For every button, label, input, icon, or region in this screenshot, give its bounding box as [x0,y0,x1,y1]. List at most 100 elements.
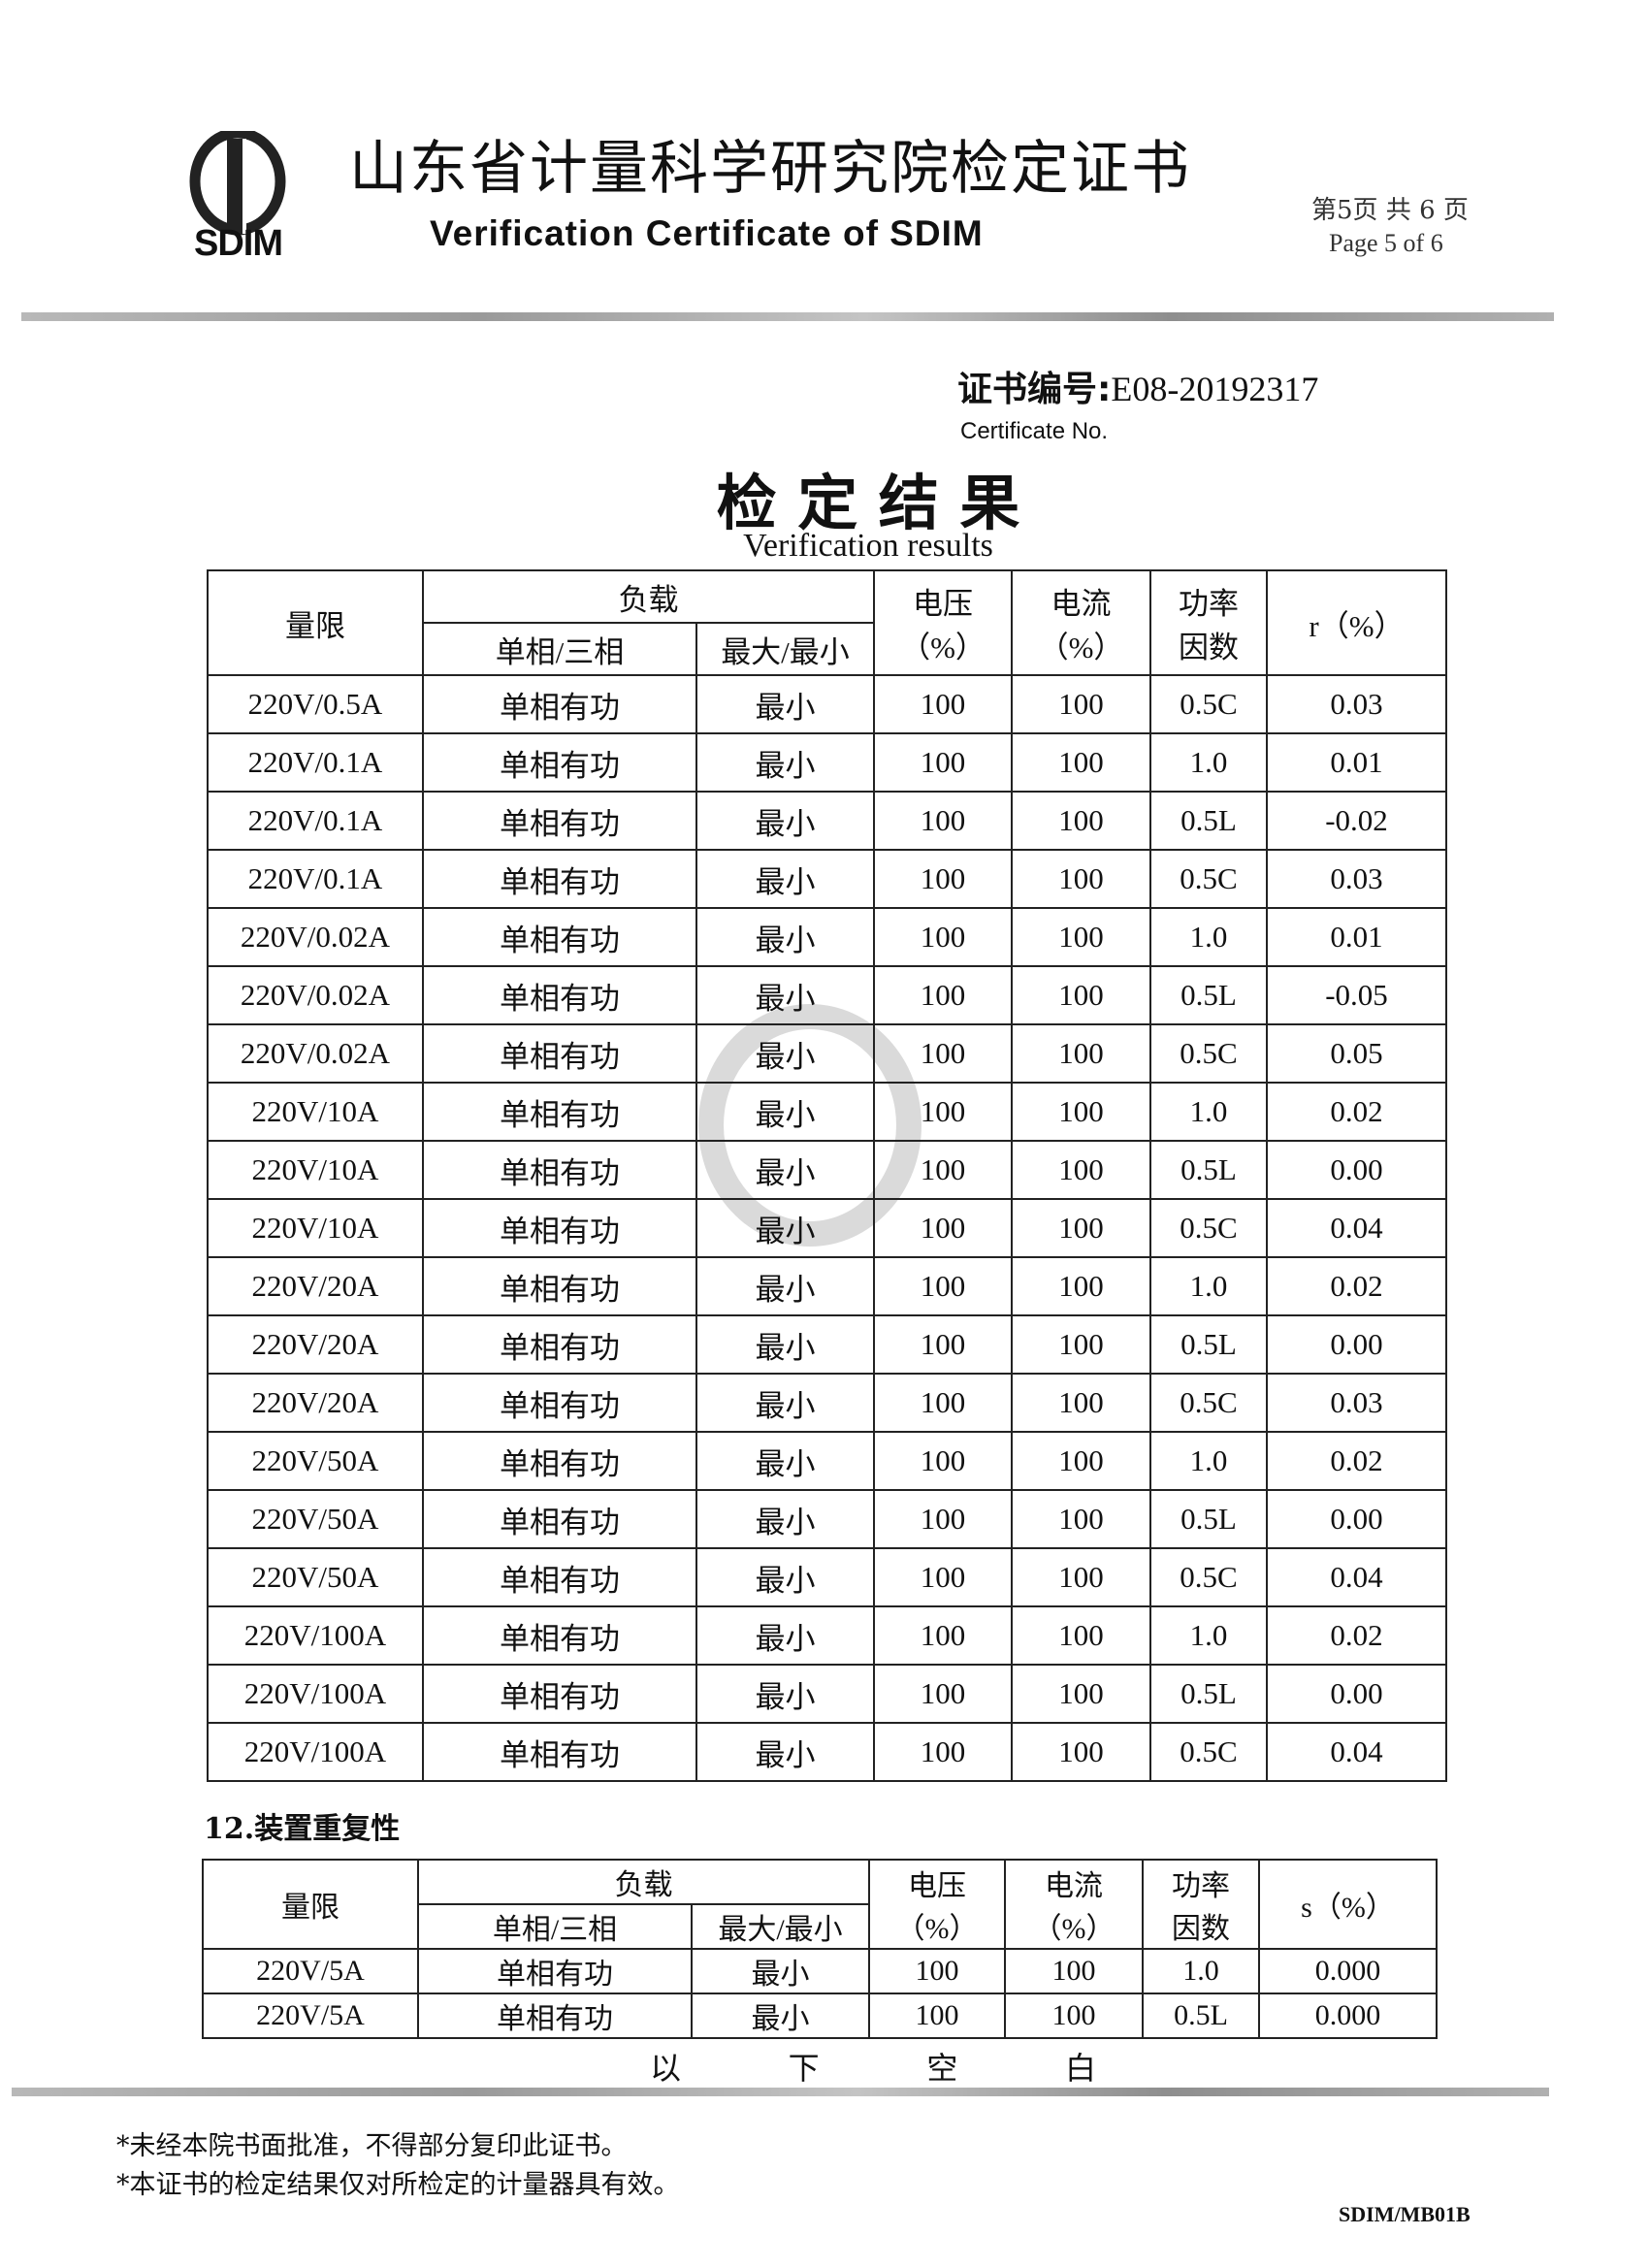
cell-maxmin: 最小 [695,907,875,967]
cell-voltage: 100 [873,1489,1013,1549]
cell-phase: 单相有功 [422,1664,697,1724]
table-row: 220V/50A 单相有功 最小 100 100 0.5C 0.04 [207,1547,1447,1607]
cell-range: 220V/20A [207,1256,424,1316]
note-2: *本证书的检定结果仅对所检定的计量器具有效。 [116,2170,680,2200]
header-voltage: 电压 （%） [868,1859,1006,1950]
table-row: 220V/0.02A 单相有功 最小 100 100 1.0 0.01 [207,907,1447,967]
page-en: Page 5 of 6 [1329,229,1443,257]
cell-phase: 单相有功 [422,1198,697,1258]
note-1: *未经本院书面批准，不得部分复印此证书。 [116,2131,628,2161]
footer-divider [12,2088,1549,2096]
section-title-cn: 检 定 结 果 [716,468,1020,538]
cell-current: 100 [1011,907,1151,967]
cell-power-factor: 0.5C [1149,674,1268,734]
header-range: 量限 [207,569,424,676]
certificate-number-value: E08-20192317 [1111,370,1319,408]
cell-maxmin: 最小 [695,1489,875,1549]
cell-range: 220V/0.1A [207,849,424,909]
table-row: 220V/20A 单相有功 最小 100 100 1.0 0.02 [207,1256,1447,1316]
cell-maxmin: 最小 [695,1256,875,1316]
cell-power-factor: 0.5C [1149,1373,1268,1433]
cell-current: 100 [1011,1373,1151,1433]
cell-current: 100 [1011,1198,1151,1258]
cell-range: 220V/0.5A [207,674,424,734]
blank-below-marker: 以 下 空 白 [650,2044,1096,2089]
cell-voltage: 100 [873,1664,1013,1724]
cell-maxmin: 最小 [695,1082,875,1142]
cell-current: 100 [1011,1664,1151,1724]
cell-maxmin: 最小 [695,674,875,734]
cell-voltage: 100 [873,791,1013,851]
table-row: 220V/0.1A 单相有功 最小 100 100 0.5L -0.02 [207,791,1447,851]
cell-maxmin: 最小 [695,1431,875,1491]
cell-range: 220V/20A [207,1373,424,1433]
blank-char: 空 [926,2050,958,2087]
cell-range: 220V/20A [207,1314,424,1375]
cell-range: 220V/0.1A [207,791,424,851]
cell-phase: 单相有功 [422,965,697,1025]
cell-result: 0.02 [1266,1256,1447,1316]
cell-maxmin: 最小 [695,1664,875,1724]
cell-power-factor: 1.0 [1149,1082,1268,1142]
table-row: 220V/0.02A 单相有功 最小 100 100 0.5L -0.05 [207,965,1447,1025]
cell-voltage: 100 [873,1547,1013,1607]
cell-maxmin: 最小 [695,1373,875,1433]
cell-range: 220V/5A [202,1948,419,1994]
cell-current: 100 [1011,1722,1151,1782]
table-row: 220V/20A 单相有功 最小 100 100 0.5C 0.03 [207,1373,1447,1433]
verification-results-table: 量限 负载 电压 （%） 电流 （%） 功率 因数 r（%） 单相/三相 最大/… [207,569,1447,1782]
cell-current: 100 [1011,1605,1151,1666]
table-row: 220V/5A 单相有功 最小 100 100 1.0 0.000 [202,1948,1438,1994]
cell-voltage: 100 [873,1722,1013,1782]
cell-power-factor: 1.0 [1149,1605,1268,1666]
cell-current: 100 [1011,849,1151,909]
cell-maxmin: 最小 [695,1722,875,1782]
table-row: 220V/100A 单相有功 最小 100 100 0.5L 0.00 [207,1664,1447,1724]
cell-voltage: 100 [873,907,1013,967]
table-row: 220V/0.1A 单相有功 最小 100 100 1.0 0.01 [207,732,1447,793]
cell-result: 0.00 [1266,1314,1447,1375]
cell-voltage: 100 [873,1198,1013,1258]
cell-power-factor: 0.5C [1149,1547,1268,1607]
cell-power-factor: 1.0 [1149,732,1268,793]
table-row: 220V/10A 单相有功 最小 100 100 0.5C 0.04 [207,1198,1447,1258]
cell-result: -0.02 [1266,791,1447,851]
cell-range: 220V/0.02A [207,1023,424,1084]
blank-char: 以 [650,2050,682,2087]
cell-phase: 单相有功 [422,849,697,909]
header-load: 负载 [422,569,875,624]
table-row: 220V/100A 单相有功 最小 100 100 1.0 0.02 [207,1605,1447,1666]
cell-range: 220V/50A [207,1489,424,1549]
cell-maxmin: 最小 [691,1948,870,1994]
cell-power-factor: 0.5C [1149,849,1268,909]
cell-range: 220V/50A [207,1431,424,1491]
sdim-logo: SDIM [182,127,294,264]
table-row: 220V/100A 单相有功 最小 100 100 0.5C 0.04 [207,1722,1447,1782]
cell-current: 100 [1011,732,1151,793]
cell-current: 100 [1011,1314,1151,1375]
cell-maxmin: 最小 [691,1993,870,2039]
cell-current: 100 [1011,1489,1151,1549]
cell-result: 0.00 [1266,1140,1447,1200]
cell-phase: 单相有功 [422,1314,697,1375]
cell-power-factor: 0.5L [1149,965,1268,1025]
certificate-number-label-en: Certificate No. [960,418,1109,444]
cell-voltage: 100 [873,849,1013,909]
cell-result: -0.05 [1266,965,1447,1025]
cell-result: 0.04 [1266,1547,1447,1607]
cell-phase: 单相有功 [422,1082,697,1142]
cell-maxmin: 最小 [695,1140,875,1200]
cell-range: 220V/0.1A [207,732,424,793]
cell-power-factor: 1.0 [1149,1431,1268,1491]
table-row: 220V/10A 单相有功 最小 100 100 1.0 0.02 [207,1082,1447,1142]
cell-result: 0.00 [1266,1664,1447,1724]
cell-voltage: 100 [873,1082,1013,1142]
page-cn: 第5页 共 6 页 [1311,196,1469,225]
cell-range: 220V/100A [207,1722,424,1782]
cell-phase: 单相有功 [422,732,697,793]
cell-maxmin: 最小 [695,1605,875,1666]
cell-power-factor: 0.5L [1149,1489,1268,1549]
cell-range: 220V/100A [207,1605,424,1666]
cell-current: 100 [1011,1140,1151,1200]
section-12-title: 12.装置重复性 [204,1812,401,1846]
